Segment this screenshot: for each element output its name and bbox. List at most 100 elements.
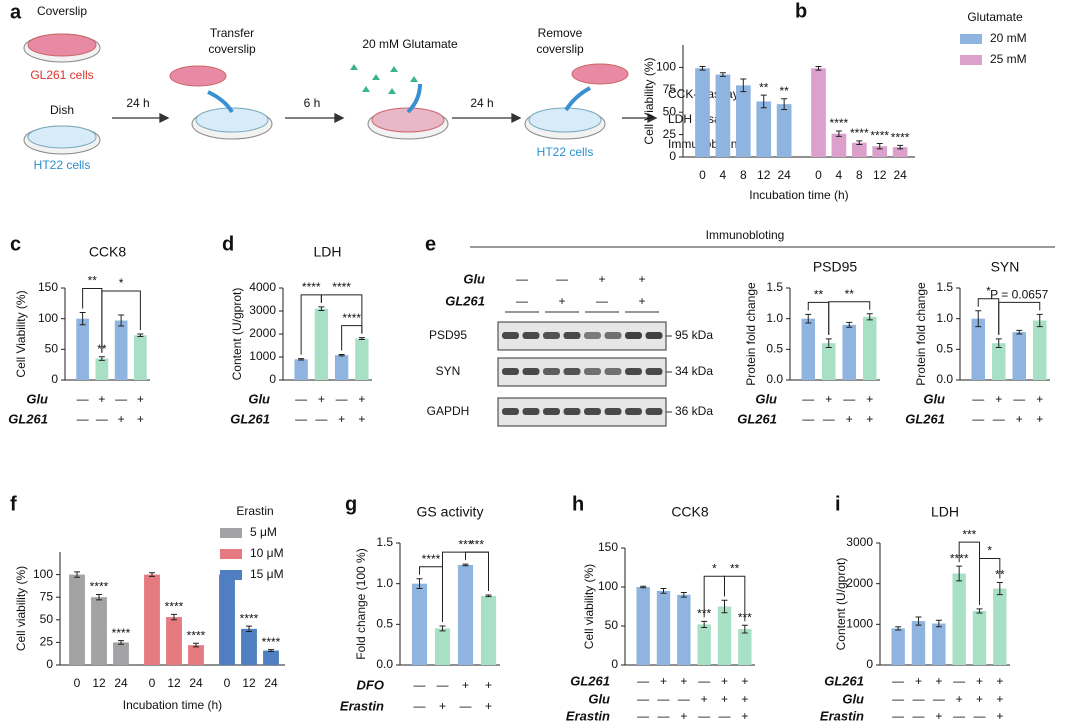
band (645, 408, 663, 415)
condition-value: + (915, 674, 922, 688)
panel-letter: e (425, 233, 436, 255)
error-bar (740, 78, 747, 93)
condition-label: GL261 (737, 411, 777, 426)
x-tick-label: 24 (189, 676, 203, 690)
x-tick-label: 0 (74, 676, 81, 690)
y-tick-label: 100 (598, 579, 618, 593)
x-tick-label: 0 (149, 676, 156, 690)
error-bar (856, 140, 863, 145)
x-tick-label: 12 (167, 676, 181, 690)
y-tick-label: 4000 (249, 280, 276, 294)
bar (95, 358, 109, 380)
band (543, 368, 560, 375)
bar (114, 320, 128, 380)
condition-label: Glu (755, 391, 777, 406)
band (604, 368, 622, 375)
band (563, 332, 581, 339)
bar (314, 308, 329, 380)
bracket-label: * (986, 284, 991, 298)
y-tick-label: 150 (38, 280, 58, 294)
panel-letter: a (10, 1, 22, 23)
legend-label: 10 μM (250, 546, 284, 560)
y-axis-label: Content (U/gprot) (230, 288, 244, 381)
condition-value: + (721, 692, 728, 706)
y-tick-label: 50 (605, 618, 619, 632)
condition-value: + (118, 412, 125, 426)
protein-label: PSD95 (429, 328, 467, 342)
x-axis-label: Incubation time (h) (123, 698, 222, 712)
x-tick-label: 24 (893, 168, 907, 182)
condition-value: — (913, 709, 925, 723)
y-axis-label: Cell viability (%) (582, 564, 596, 649)
bar (892, 147, 908, 157)
x-tick-label: 4 (720, 168, 727, 182)
y-tick-label: 50 (40, 612, 54, 626)
band (645, 332, 663, 339)
error-bar (835, 130, 842, 137)
bracket (724, 575, 746, 622)
size-label: 34 kDa (675, 364, 713, 378)
condition-value: + (462, 678, 469, 692)
bracket-label: * (987, 544, 992, 558)
label: Coverslip (37, 4, 87, 18)
bar (355, 338, 369, 380)
condition-value: — (802, 412, 814, 426)
y-tick-label: 25 (40, 635, 54, 649)
panel-letter: c (10, 233, 21, 255)
condition-value: — (658, 692, 670, 706)
error-bar (439, 625, 446, 632)
error-bar (338, 353, 345, 357)
condition-value: + (660, 674, 667, 688)
condition-value: — (77, 392, 89, 406)
bar (756, 101, 772, 157)
error-bar (721, 599, 728, 614)
condition-value: — (556, 272, 568, 286)
label: HT22 cells (34, 158, 91, 172)
bar (134, 335, 147, 380)
label: Transfer (210, 26, 254, 40)
legend-swatch (960, 34, 982, 44)
error-bar (137, 333, 144, 337)
bar (821, 343, 836, 380)
significance-label: **** (240, 611, 259, 625)
band (502, 368, 519, 375)
error-bar (358, 337, 365, 341)
error-bar (96, 593, 102, 601)
condition-value: + (741, 709, 748, 723)
condition-value: + (98, 392, 105, 406)
legend-label: 15 μM (250, 567, 284, 581)
condition-value: + (976, 674, 983, 688)
bar (241, 628, 257, 665)
condition-value: + (956, 692, 963, 706)
condition-value: — (637, 709, 649, 723)
error-bar (74, 571, 80, 578)
x-tick-label: 24 (114, 676, 128, 690)
y-tick-label: 150 (598, 540, 618, 554)
condition-value: — (698, 709, 710, 723)
panel-letter: d (222, 233, 234, 255)
condition-value: + (866, 392, 873, 406)
bracket (465, 551, 489, 592)
chart-title: LDH (313, 244, 341, 260)
condition-value: + (638, 294, 645, 308)
band (584, 408, 601, 415)
section-title: Immunobloting (706, 228, 785, 242)
bar (735, 85, 751, 157)
condition-value: — (596, 294, 608, 308)
bar (263, 650, 279, 665)
x-tick-label: 24 (777, 168, 791, 182)
y-tick-label: 75 (40, 589, 54, 603)
condition-label: GL261 (230, 411, 270, 426)
label: GL261 cells (30, 68, 93, 82)
condition-value: + (137, 392, 144, 406)
x-tick-label: 8 (856, 168, 863, 182)
band (625, 368, 642, 375)
band (502, 332, 519, 339)
y-tick-label: 75 (663, 82, 677, 96)
y-axis-label: Protein fold change (914, 282, 928, 386)
condition-value: + (439, 699, 446, 713)
condition-label: Glu (588, 691, 610, 706)
condition-value: — (115, 392, 127, 406)
condition-value: + (996, 709, 1003, 723)
error-bar (805, 313, 812, 324)
